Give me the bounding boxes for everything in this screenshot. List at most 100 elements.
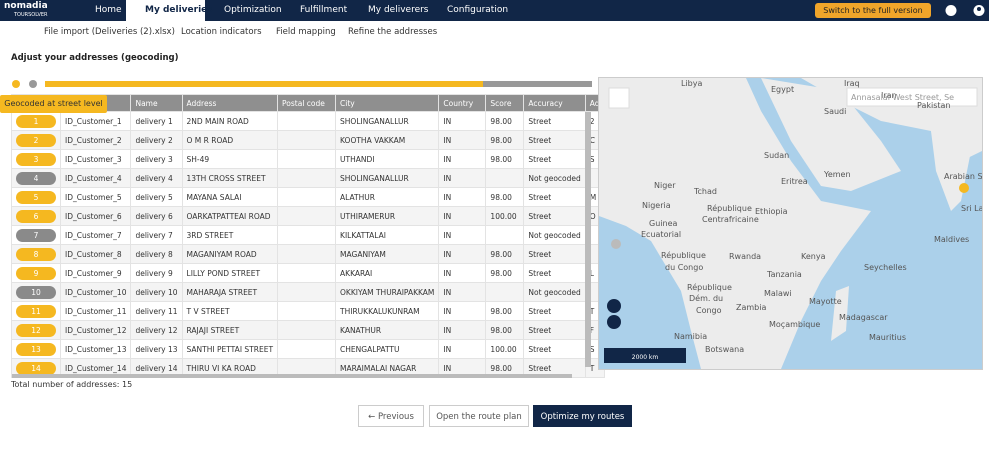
cell: 98.00 <box>486 112 524 131</box>
map-label: du Congo <box>665 263 703 272</box>
cell: 13TH CROSS STREET <box>182 169 278 188</box>
map-label: Maldives <box>934 235 969 244</box>
row: 9ID_Customer_9delivery 9LILLY POND STREE… <box>12 264 605 283</box>
map-scale: 2000 km <box>632 354 659 361</box>
cell: KOOTHA VAKKAM <box>336 131 439 150</box>
scrollbar[interactable] <box>12 374 572 378</box>
cell: ID_Customer_6 <box>61 207 131 226</box>
cell: 3RD STREET <box>182 226 278 245</box>
cell: IN <box>439 340 486 359</box>
nav-item[interactable]: My deliverers <box>353 0 429 21</box>
cell: ID_Customer_1 <box>61 112 131 131</box>
cell: 98.00 <box>486 245 524 264</box>
optimize-button[interactable]: Optimize my routes <box>533 405 632 427</box>
map-search[interactable]: Annasalai West Street, Se <box>851 93 954 102</box>
nav-item[interactable]: Fulfillment <box>288 0 347 21</box>
cell: delivery 2 <box>131 131 182 150</box>
row-badge: 6 <box>16 210 56 223</box>
cell: 98.00 <box>486 302 524 321</box>
map-label: République <box>707 203 752 213</box>
cell: delivery 7 <box>131 226 182 245</box>
cell: KILKATTALAI <box>336 226 439 245</box>
cell: ID_Customer_13 <box>61 340 131 359</box>
cell: 100.00 <box>486 207 524 226</box>
nav-item[interactable]: Home <box>82 0 122 21</box>
cell: THIRUKKALUKUNRAM <box>336 302 439 321</box>
cell: delivery 4 <box>131 169 182 188</box>
nav-icons[interactable] <box>940 3 988 18</box>
header-cell: Postal code <box>278 95 336 112</box>
header-cell: Country <box>439 95 486 112</box>
route-plan-button[interactable]: Open the route plan <box>429 405 529 427</box>
cell: Street <box>524 321 585 340</box>
cell: 13 <box>12 340 61 359</box>
cell: IN <box>439 245 486 264</box>
row: 1ID_Customer_1delivery 12ND MAIN ROADSHO… <box>12 112 605 131</box>
previous-button[interactable]: ← Previous <box>358 405 424 427</box>
map-label: Madagascar <box>839 313 888 322</box>
cell: 1 <box>12 112 61 131</box>
scrollbar[interactable] <box>585 112 591 367</box>
breadcrumb[interactable]: File import (Deliveries (2).xlsx) <box>44 27 175 37</box>
cell: IN <box>439 302 486 321</box>
map[interactable]: LibyaEgyptIraqIranSaudiPakistanSudanYeme… <box>598 77 983 370</box>
map-label: Tchad <box>693 187 717 196</box>
map-label: Namibia <box>674 332 707 341</box>
map-label: Guinea <box>649 219 677 228</box>
cell <box>278 207 336 226</box>
breadcrumb[interactable]: Field mapping <box>276 27 336 37</box>
cell: Street <box>524 207 585 226</box>
nav-item[interactable]: Configuration <box>432 0 508 21</box>
cell: SANTHI PETTAI STREET <box>182 340 278 359</box>
row-badge: 3 <box>16 153 56 166</box>
header-cell: Name <box>131 95 182 112</box>
cell: 9 <box>12 264 61 283</box>
row: 6ID_Customer_6delivery 6OARKATPATTEAI RO… <box>12 207 605 226</box>
cell: Not geocoded <box>524 226 585 245</box>
progress <box>8 77 598 91</box>
header-cell: Accuracy <box>524 95 585 112</box>
cell: 8 <box>12 245 61 264</box>
map-label: Nigeria <box>642 201 671 210</box>
address-table: NameAddressPostal codeCityCountryScoreAc… <box>11 94 605 378</box>
cell: ID_Customer_10 <box>61 283 131 302</box>
nav-item[interactable]: My deliveries <box>126 0 205 21</box>
cell <box>486 169 524 188</box>
logo-sub: TOURSOLVER <box>14 11 48 19</box>
row-badge: 4 <box>16 172 56 185</box>
map-label: Niger <box>654 181 676 190</box>
nav-item[interactable]: Optimization <box>210 0 282 21</box>
map-label: Dém. du <box>689 293 723 303</box>
cell: IN <box>439 188 486 207</box>
row-badge: 11 <box>16 305 56 318</box>
row-badge: 13 <box>16 343 56 356</box>
nav-bar: nomadia TOURSOLVER Home My deliveries Op… <box>0 0 989 21</box>
breadcrumb: Refine the addresses <box>348 27 437 37</box>
map-label: Libya <box>681 79 702 88</box>
cell: delivery 5 <box>131 188 182 207</box>
map-label: Pakistan <box>917 101 951 110</box>
map-label: Iraq <box>844 79 860 88</box>
cell <box>278 150 336 169</box>
cell: MAYANA SALAI <box>182 188 278 207</box>
map-label: Ethiopia <box>755 207 788 216</box>
cell: KANATHUR <box>336 321 439 340</box>
cell: delivery 6 <box>131 207 182 226</box>
map-label: Mayotte <box>809 297 842 306</box>
cell: SH-49 <box>182 150 278 169</box>
cell <box>278 112 336 131</box>
row: 12ID_Customer_12delivery 12RAJAJI STREET… <box>12 321 605 340</box>
breadcrumb[interactable]: Location indicators <box>181 27 262 37</box>
switch-button[interactable]: Switch to the full version <box>815 3 931 18</box>
cell: ID_Customer_8 <box>61 245 131 264</box>
cell <box>278 264 336 283</box>
map-label: Congo <box>696 306 722 315</box>
row-badge: 12 <box>16 324 56 337</box>
cell: IN <box>439 131 486 150</box>
cell: Street <box>524 150 585 169</box>
cell: O M R ROAD <box>182 131 278 150</box>
cell: UTHANDI <box>336 150 439 169</box>
cell: ID_Customer_7 <box>61 226 131 245</box>
map-label: Seychelles <box>864 263 907 272</box>
